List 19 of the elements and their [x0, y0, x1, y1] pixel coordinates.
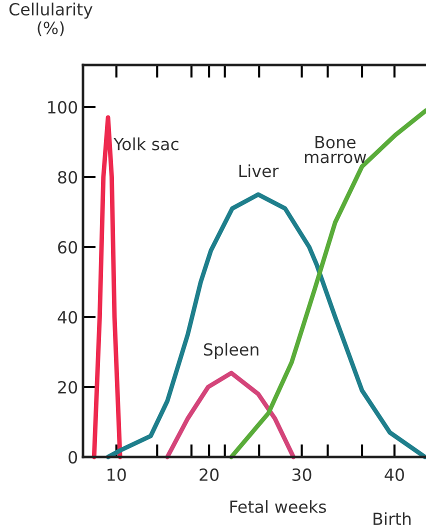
x-tick-label: 20: [200, 468, 219, 482]
y-tick-label: 40: [58, 310, 78, 324]
text: Birth: [374, 512, 411, 525]
series-label: Yolk sac: [114, 137, 178, 150]
series-label: Liver: [239, 164, 279, 178]
y-tick-label: 80: [58, 170, 78, 184]
x-tick-label: 40: [384, 468, 404, 482]
x-axis-title: Fetal weeks: [230, 500, 326, 514]
y-tick-label: 60: [58, 240, 78, 254]
series-label: Spleen: [204, 342, 258, 359]
line-series: [106, 192, 426, 460]
y-tick-label: 0: [68, 450, 78, 464]
line-series: [165, 370, 296, 460]
y-axis-title: Cellularity (%): [9, 2, 92, 36]
x-tick-label: 10: [108, 468, 126, 482]
y-tick-label: 20: [58, 380, 78, 394]
x-tick-label: 30: [292, 468, 312, 482]
series-label: Bone marrow: [305, 136, 366, 164]
y-tick-label: 100: [48, 100, 78, 114]
